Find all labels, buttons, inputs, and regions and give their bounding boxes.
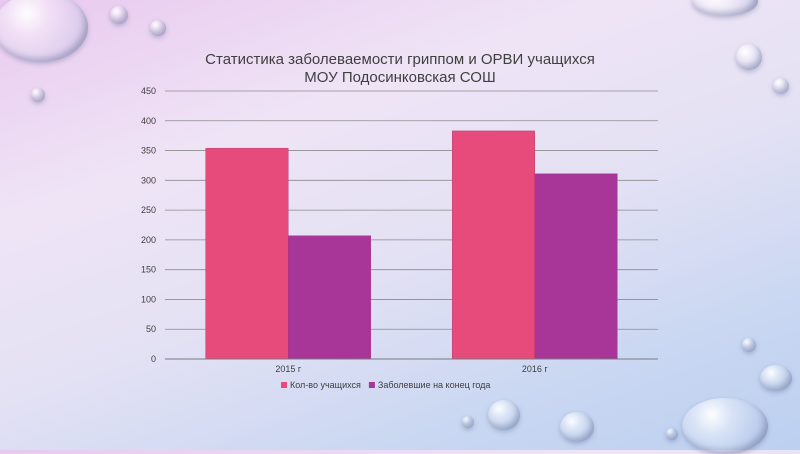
decorative-bubble	[760, 365, 792, 391]
bars	[205, 130, 618, 360]
legend-swatch	[368, 382, 375, 388]
x-axis-ticks: 2015 г 2016 г	[165, 358, 658, 374]
y-tick-label: 200	[141, 235, 156, 245]
bar	[205, 147, 289, 360]
decorative-bubble	[742, 338, 756, 352]
legend: Кол-во учащихся Заболевшие на конец года	[281, 380, 490, 390]
decorative-bubble	[736, 44, 762, 70]
x-tick-label: 2016 г	[522, 364, 549, 374]
legend-swatch	[281, 382, 287, 388]
decorative-bubble	[773, 78, 789, 94]
decorative-bubble	[692, 0, 758, 16]
decorative-bubble	[0, 0, 88, 62]
y-tick-label: 400	[141, 116, 156, 126]
y-tick-label: 50	[146, 324, 156, 334]
chart-title: Статистика заболеваемости гриппом и ОРВИ…	[205, 51, 595, 68]
chart-subtitle: МОУ Подосинковская СОШ	[304, 69, 495, 86]
y-tick-label: 100	[141, 294, 156, 304]
legend-label: Заболевшие на конец года	[378, 380, 491, 390]
decorative-bubble	[666, 428, 678, 440]
decorative-bubble	[560, 412, 594, 442]
bar	[451, 130, 535, 360]
decorative-bubble	[31, 88, 45, 102]
y-tick-label: 300	[141, 175, 156, 185]
decorative-bubble	[462, 416, 474, 428]
x-tick-label: 2015 г	[275, 364, 302, 374]
y-tick-label: 450	[141, 86, 156, 96]
legend-label: Кол-во учащихся	[290, 380, 361, 390]
y-tick-label: 250	[141, 205, 156, 215]
decorative-bubble	[150, 20, 166, 36]
decorative-bubble	[488, 400, 520, 430]
bar	[534, 173, 618, 360]
decorative-bubble	[682, 398, 768, 454]
bar	[288, 235, 372, 360]
y-axis-ticks: 0 50 100 150 200 250 300 350 400 450	[141, 86, 156, 364]
decorative-bubble	[110, 6, 128, 24]
y-tick-label: 150	[141, 265, 156, 275]
y-tick-label: 0	[151, 354, 156, 364]
y-tick-label: 350	[141, 146, 156, 156]
